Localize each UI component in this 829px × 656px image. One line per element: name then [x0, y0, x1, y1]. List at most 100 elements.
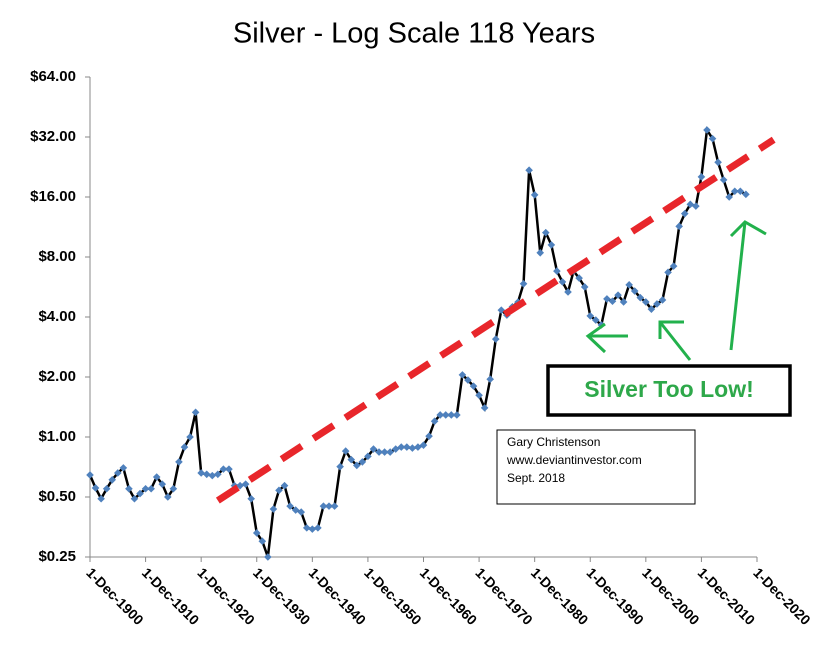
data-point: [630, 287, 639, 295]
y-tick-label: $64.00: [30, 68, 76, 85]
data-point: [347, 455, 356, 464]
y-tick-label: $1.00: [38, 428, 76, 445]
data-point: [314, 524, 322, 532]
data-point: [141, 484, 150, 493]
data-point: [475, 391, 483, 400]
data-point: [525, 166, 533, 175]
data-point: [719, 176, 728, 184]
data-point: [219, 465, 228, 473]
data-point: [380, 448, 389, 456]
data-point: [330, 502, 339, 510]
data-point: [441, 411, 450, 419]
data-point: [369, 445, 378, 453]
credit-text: www.deviantinvestor.com: [506, 453, 642, 467]
data-point: [541, 228, 550, 237]
data-point: [430, 417, 439, 426]
data-point: [125, 484, 133, 493]
y-tick-label: $0.50: [38, 488, 76, 505]
data-point: [164, 493, 172, 501]
data-point: [647, 305, 656, 313]
data-point: [275, 486, 283, 495]
data-point: [91, 484, 100, 492]
data-point: [469, 382, 478, 390]
arrow-head: [658, 320, 684, 339]
data-point: [358, 458, 367, 466]
data-point: [364, 452, 372, 461]
data-point: [180, 443, 189, 451]
data-point: [325, 502, 333, 510]
chart-title: Silver - Log Scale 118 Years: [233, 18, 595, 50]
data-point: [130, 494, 139, 503]
trend-line: [215, 136, 776, 504]
data-point: [258, 537, 267, 546]
data-point: [608, 297, 617, 306]
arrow-head: [585, 322, 607, 354]
callout-text: Silver Too Low!: [584, 376, 754, 402]
data-point: [703, 126, 711, 134]
y-tick-label: $32.00: [30, 128, 76, 145]
data-point: [341, 447, 350, 455]
data-point: [603, 295, 611, 303]
data-point: [214, 470, 222, 479]
data-point: [408, 444, 417, 452]
arrow: [658, 321, 692, 361]
data-point: [436, 411, 444, 419]
data-point: [264, 553, 272, 561]
data-point: [202, 470, 211, 479]
data-point: [386, 448, 394, 456]
callout-box: [546, 364, 792, 417]
data-point: [725, 193, 734, 201]
y-tick-label: $2.00: [38, 368, 76, 385]
data-point: [297, 508, 306, 516]
credit-text: Gary Christenson: [507, 435, 600, 449]
data-point: [336, 462, 344, 471]
data-point: [619, 298, 628, 306]
data-point: [553, 267, 561, 275]
data-point: [636, 293, 645, 302]
data-point: [447, 411, 456, 419]
data-point: [692, 202, 700, 210]
data-point: [108, 475, 117, 484]
data-point: [247, 494, 255, 503]
data-point: [286, 502, 294, 510]
data-point: [113, 469, 122, 477]
data-point: [280, 481, 289, 490]
data-point: [530, 191, 539, 199]
data-point: [453, 411, 461, 419]
data-point: [742, 190, 750, 199]
data-point: [136, 489, 144, 498]
data-point: [302, 524, 311, 532]
data-point: [730, 187, 739, 196]
data-point: [241, 480, 250, 488]
data-point: [169, 484, 178, 493]
data-point: [658, 296, 667, 304]
data-point: [669, 262, 678, 270]
arrow: [729, 221, 747, 351]
data-point: [642, 298, 650, 306]
data-point: [586, 312, 595, 320]
data-point: [664, 268, 672, 277]
data-point: [464, 376, 472, 384]
credit-box: [496, 429, 696, 505]
data-point: [175, 458, 183, 466]
data-point: [697, 173, 706, 181]
data-point: [580, 283, 589, 291]
data-point: [486, 375, 494, 383]
data-point: [675, 222, 683, 231]
data-point: [119, 464, 128, 472]
data-point: [614, 291, 622, 299]
data-point: [186, 433, 194, 441]
credit-text: Sept. 2018: [507, 471, 565, 485]
data-point: [592, 316, 600, 324]
data-point: [714, 158, 722, 167]
data-point: [225, 465, 233, 473]
data-point: [547, 241, 556, 249]
data-point: [97, 494, 105, 503]
data-point: [208, 471, 217, 480]
data-point: [653, 300, 661, 308]
data-point: [197, 469, 205, 477]
data-point: [519, 279, 528, 288]
data-point: [152, 473, 161, 481]
